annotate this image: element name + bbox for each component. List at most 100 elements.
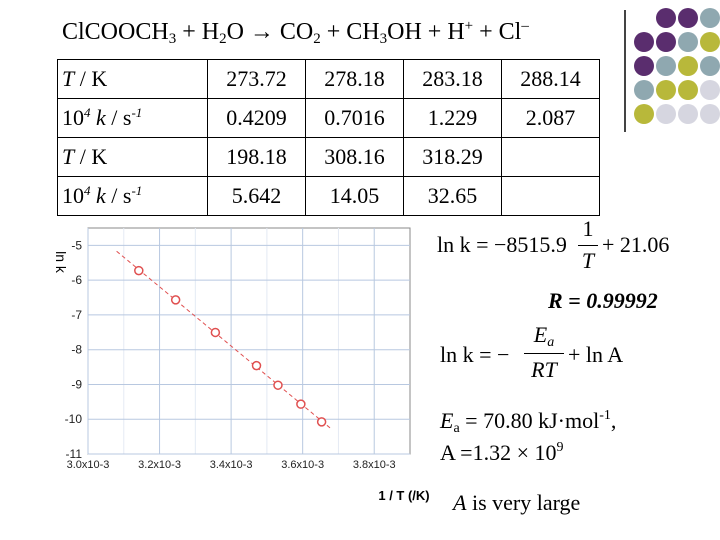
- title-part: + CH: [320, 19, 380, 45]
- arrhenius-fraction-den: RT: [531, 357, 557, 382]
- decorative-dot: [678, 32, 698, 52]
- pre-exponential-factor: A =1.32 × 109: [440, 440, 564, 466]
- reaction-arrow: →: [249, 19, 274, 45]
- fit-equation: ln k = −8515.9: [437, 232, 567, 258]
- decorative-dot: [634, 104, 654, 124]
- title-part: + H: [176, 19, 220, 45]
- table-row: 104 k / s-1 0.4209 0.7016 1.229 2.087: [57, 98, 600, 138]
- fit-fraction-den: T: [581, 248, 595, 273]
- plot-frame: [87, 227, 411, 455]
- title-part: O: [226, 19, 250, 45]
- table-cell: 0.7016: [305, 98, 404, 138]
- x-tick-label: 3.8x10-3: [353, 459, 396, 471]
- title-sub: 2: [219, 31, 227, 47]
- fit-equation-lhs: ln k = −8515.9: [437, 232, 567, 257]
- note-text: A is very large: [453, 490, 580, 516]
- row-label: T / K: [57, 137, 208, 177]
- table-cell: 5.642: [207, 176, 306, 216]
- title-sup: –: [521, 18, 529, 34]
- decorative-dot: [700, 32, 720, 52]
- decorative-dot: [700, 56, 720, 76]
- arrhenius-fraction-bar: [524, 353, 564, 354]
- decorative-dot: [634, 32, 654, 52]
- y-tick-label: -11: [66, 447, 83, 461]
- title-part: OH + H: [387, 19, 465, 45]
- arrhenius-plot: 3.0x10-3 3.2x10-3 3.4x10-3 3.6x10-3 3.8x10-3…: [53, 227, 430, 503]
- data-point: [170, 295, 181, 305]
- row-label-unit-sup: -1: [131, 183, 143, 198]
- title-sub: 3: [379, 31, 388, 47]
- table-cell: 14.05: [305, 176, 404, 216]
- row-label-var: k: [90, 105, 106, 130]
- ea-sub: a: [453, 421, 460, 436]
- decorative-dot: [656, 80, 676, 100]
- data-point: [251, 360, 262, 371]
- y-tick-label: -7: [71, 308, 82, 322]
- table-cell: 0.4209: [207, 98, 306, 138]
- table-cell: 318.29: [403, 137, 502, 177]
- decorative-dot: [656, 104, 676, 124]
- x-tick-label: 3.2x10-3: [138, 459, 181, 471]
- data-point: [296, 399, 306, 409]
- title-part: + Cl: [473, 19, 522, 45]
- x-tick-label: 3.4x10-3: [210, 459, 253, 471]
- row-label-pre: 10: [62, 105, 84, 130]
- title-part: CO: [273, 19, 314, 45]
- reaction-title: ClCOOCH3 + H2O → CO2 + CH3OH + H+ + Cl–: [62, 18, 529, 48]
- row-label-unit: / s: [105, 183, 132, 208]
- arrhenius-fraction-num: Ea: [524, 322, 564, 351]
- title-sub: 3: [168, 31, 177, 47]
- fit-fraction-num: 1: [582, 216, 594, 241]
- decorative-dot: [678, 8, 698, 28]
- x-axis-label: 1 / T (/K): [378, 488, 429, 503]
- decorative-dot: [656, 8, 676, 28]
- y-tick-label: -8: [71, 343, 82, 357]
- rate-data-table: T / K 273.72 278.18 283.18 288.14 104 k / s-1…: [57, 59, 600, 216]
- row-label: 104 k / s-1: [57, 176, 208, 216]
- table-cell: 288.14: [501, 59, 600, 99]
- row-label-var: T: [62, 66, 75, 91]
- fit-fraction-bar: [578, 245, 598, 246]
- row-label-var: k: [90, 183, 106, 208]
- table-cell: [501, 176, 600, 216]
- decorative-dot: [678, 104, 698, 124]
- arrhenius-equation-tail: + ln A: [568, 342, 624, 367]
- arrhenius-equation-lhs: ln k = −: [440, 342, 510, 367]
- table-cell: 1.229: [403, 98, 502, 138]
- data-point: [273, 380, 283, 390]
- note-a: A: [453, 490, 467, 515]
- title-sub: 2: [313, 31, 321, 47]
- table-cell: 308.16: [305, 137, 404, 177]
- row-label-sup: 4: [84, 105, 91, 120]
- arr-num-sub: a: [547, 335, 555, 350]
- decorative-dot: [678, 80, 698, 100]
- activation-energy: Ea = 70.80 kJ·mol-1,: [440, 408, 616, 437]
- ea-sup: -1: [599, 408, 611, 423]
- table-cell: 198.18: [207, 137, 306, 177]
- row-label-pre: 10: [62, 183, 84, 208]
- data-point: [210, 327, 221, 338]
- x-tick-label: 3.0x10-3: [67, 459, 110, 471]
- table-row: 104 k / s-1 5.642 14.05 32.65: [57, 176, 600, 216]
- decorative-dot: [634, 56, 654, 76]
- y-tick-label: -9: [71, 377, 82, 391]
- title-part: ClCOOCH: [62, 19, 169, 45]
- ea-comma: ,: [610, 408, 617, 433]
- y-tick-label: -5: [71, 238, 82, 252]
- row-label-unit: / K: [74, 66, 108, 91]
- divider-line: [624, 10, 626, 132]
- row-label: 104 k / s-1: [57, 98, 208, 138]
- r-value: R = 0.99992: [548, 288, 658, 313]
- row-label-var: T: [62, 144, 75, 169]
- decorative-dot: [678, 56, 698, 76]
- table-cell: [501, 137, 600, 177]
- row-label: T / K: [57, 59, 208, 99]
- row-label-sup: 4: [84, 183, 91, 198]
- row-label-unit: / s: [105, 105, 132, 130]
- row-label-unit-sup: -1: [131, 105, 143, 120]
- arr-num-e: E: [533, 322, 548, 347]
- fit-line: [116, 250, 332, 430]
- y-tick-label: -10: [65, 412, 83, 426]
- table-cell: 2.087: [501, 98, 600, 138]
- data-point: [316, 417, 327, 427]
